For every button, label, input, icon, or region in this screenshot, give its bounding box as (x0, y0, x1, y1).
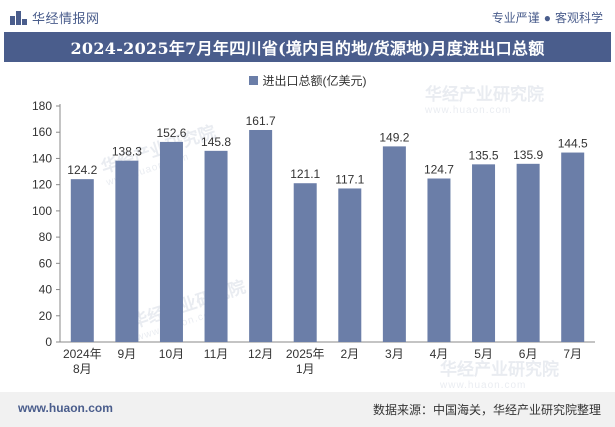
slogan-right: 客观科学 (554, 11, 603, 25)
data-label: 145.8 (201, 135, 231, 149)
bar (516, 163, 540, 342)
data-label: 135.5 (469, 148, 499, 162)
y-tick-label: 140 (32, 151, 52, 165)
data-label: 124.7 (424, 163, 454, 177)
data-label: 161.7 (246, 114, 276, 128)
x-tick-label: 2025年 (286, 347, 325, 361)
bar (115, 160, 139, 342)
bar (338, 188, 362, 342)
data-label: 124.2 (67, 163, 97, 177)
data-label: 117.1 (335, 172, 364, 186)
data-label: 144.5 (558, 137, 588, 151)
y-tick-label: 40 (39, 283, 53, 297)
x-tick-label: 12月 (248, 347, 273, 361)
x-tick-label: 1月 (296, 362, 315, 376)
brand[interactable]: 华经情报网 (10, 8, 100, 27)
bar (472, 164, 496, 342)
data-label: 152.6 (156, 126, 186, 140)
x-tick-label: 4月 (430, 347, 449, 361)
x-tick-label: 11月 (204, 347, 228, 361)
x-tick-label: 7月 (563, 347, 582, 361)
data-label: 138.3 (112, 145, 142, 159)
y-tick-label: 60 (39, 256, 53, 270)
x-tick-label: 2024年 (63, 347, 102, 361)
bar (159, 141, 183, 342)
y-tick-label: 20 (39, 309, 53, 323)
data-label: 149.2 (379, 130, 409, 144)
legend-label: 进出口总额(亿美元) (262, 74, 367, 88)
bar (249, 129, 273, 342)
footer-source: 数据来源：中国海关，华经产业研究院整理 (372, 403, 601, 417)
data-label: 135.9 (513, 148, 543, 162)
footer: www.huaon.com 数据来源：中国海关，华经产业研究院整理 (0, 392, 615, 427)
x-tick-label: 10月 (159, 347, 184, 361)
bar-chart-logo-icon (10, 10, 27, 25)
legend-swatch (248, 76, 258, 85)
chart-legend: 进出口总额(亿美元) (0, 72, 615, 89)
slogan-left: 专业严谨 (491, 11, 540, 25)
slogan-dot-icon: ● (543, 11, 551, 25)
bar (427, 178, 451, 342)
x-tick-label: 8月 (73, 362, 92, 376)
y-tick-label: 180 (32, 99, 52, 113)
brand-name: 华经情报网 (32, 11, 100, 26)
x-tick-label: 3月 (385, 347, 404, 361)
chart-title: 2024-2025年7月年四川省(境内目的地/货源地)月度进出口总额 (70, 39, 545, 58)
bar (204, 150, 228, 342)
x-tick-label: 2月 (340, 347, 359, 361)
bar (70, 179, 94, 342)
y-tick-label: 120 (32, 178, 52, 192)
x-tick-label: 9月 (118, 347, 137, 361)
bar (561, 152, 585, 342)
x-tick-label: 6月 (519, 347, 538, 361)
title-bar: 2024-2025年7月年四川省(境内目的地/货源地)月度进出口总额 (4, 32, 611, 62)
x-tick-label: 5月 (474, 347, 493, 361)
bar (382, 146, 406, 342)
bar (293, 183, 317, 342)
top-bar: 华经情报网 专业严谨 ● 客观科学 (0, 0, 615, 32)
footer-url[interactable]: www.huaon.com (18, 401, 113, 415)
y-tick-label: 80 (39, 230, 53, 244)
slogan: 专业严谨 ● 客观科学 (492, 9, 603, 26)
y-tick-label: 100 (32, 204, 52, 218)
data-label: 121.1 (290, 167, 320, 181)
y-tick-label: 0 (45, 335, 52, 349)
y-tick-label: 160 (32, 125, 52, 139)
